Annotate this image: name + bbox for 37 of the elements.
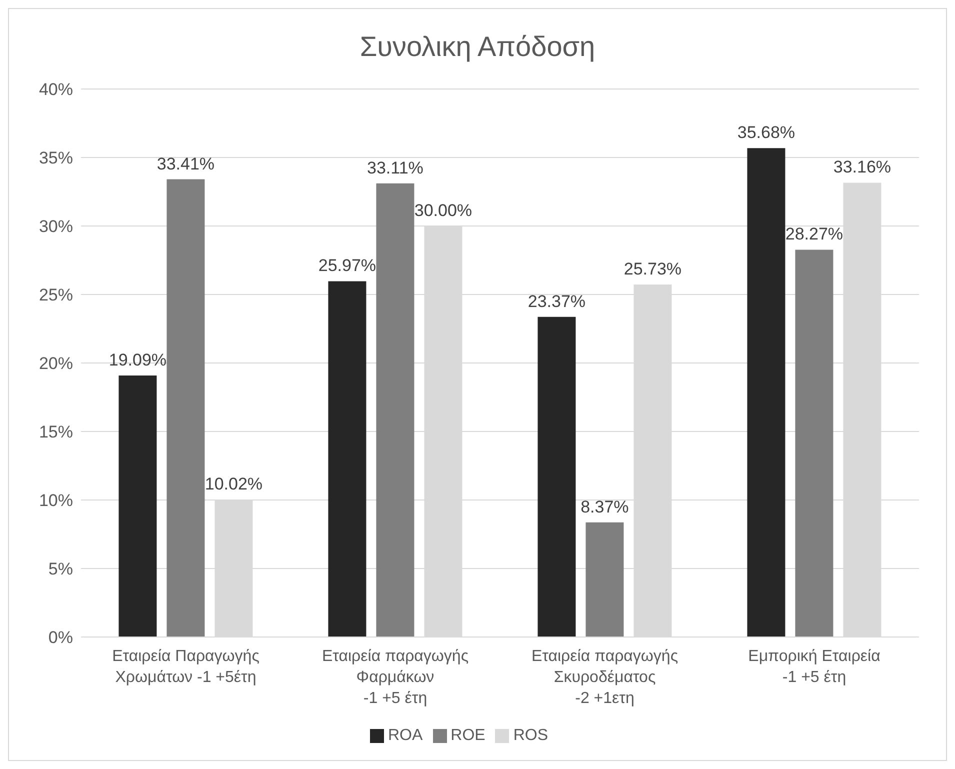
- bar: [118, 375, 157, 637]
- data-label: 10.02%: [204, 474, 263, 494]
- bar: [376, 183, 414, 637]
- data-label: 35.68%: [737, 123, 796, 142]
- data-label: 8.37%: [580, 497, 629, 516]
- data-label: 33.41%: [156, 154, 215, 174]
- y-tick-label: 15%: [38, 422, 73, 442]
- data-label: 25.97%: [318, 256, 376, 276]
- bar: [538, 316, 576, 637]
- data-label: 33.16%: [833, 158, 892, 177]
- x-tick-label: Εταιρεία παραγωγής Σκυροδέματος -2 +1ετη: [531, 648, 678, 707]
- data-label: 28.27%: [785, 224, 844, 244]
- y-tick-label: 5%: [48, 560, 73, 579]
- y-tick-label: 40%: [38, 80, 73, 100]
- data-label: 30.00%: [414, 201, 472, 220]
- y-tick-label: 10%: [38, 491, 73, 510]
- chart-title: Συνολικη Απόδοση: [358, 31, 596, 64]
- bar: [747, 148, 786, 637]
- data-label: 19.09%: [108, 350, 167, 370]
- bar: [166, 179, 205, 637]
- y-tick-label: 20%: [38, 354, 73, 374]
- bar: [586, 522, 624, 637]
- x-tick-label: Εταιρεία παραγωγής Φαρμάκων -1 +5 έτη: [322, 648, 469, 707]
- y-tick-label: 25%: [38, 286, 73, 305]
- y-tick-label: 30%: [38, 217, 73, 236]
- x-tick-label: Εμπορική Εταιρεία -1 +5 έτη: [748, 648, 880, 686]
- legend-label: ROE: [450, 727, 486, 744]
- bar: [795, 250, 834, 637]
- y-tick-label: 35%: [38, 148, 73, 168]
- bar: [328, 281, 366, 637]
- legend-label: ROA: [388, 727, 423, 744]
- y-tick-label: 0%: [48, 628, 73, 648]
- x-tick-label: Εταιρεία Παραγωγής Χρωμάτων -1 +5έτη: [112, 648, 260, 686]
- legend-label: ROS: [513, 727, 548, 744]
- data-label: 25.73%: [624, 260, 682, 278]
- data-label: 33.11%: [367, 158, 424, 178]
- data-label: 23.37%: [528, 292, 586, 311]
